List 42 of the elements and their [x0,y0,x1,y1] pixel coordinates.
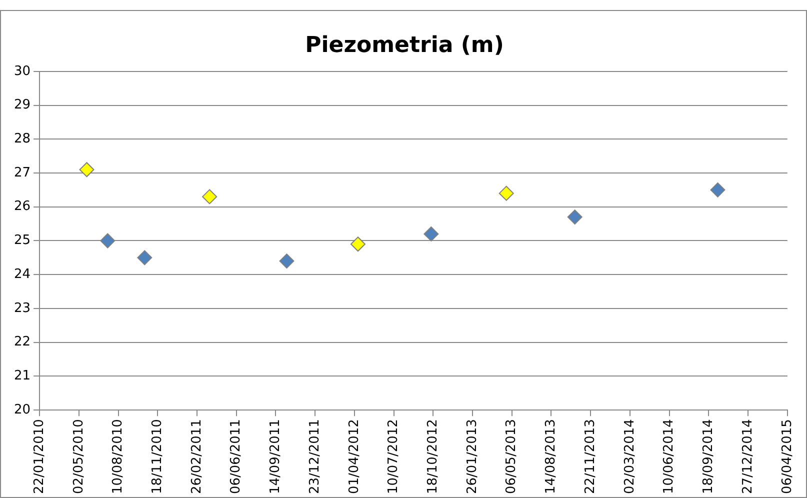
x-tick-label: 10/07/2012 [386,419,402,494]
x-tick-label: 18/11/2010 [150,419,165,494]
y-tick-label: 26 [14,199,31,214]
x-tick-label: 18/10/2012 [426,419,441,494]
x-tick-label: 06/04/2015 [780,419,795,494]
y-tick-label: 24 [14,266,31,282]
y-tick-label: 23 [14,300,31,316]
x-tick-label: 01/04/2012 [346,419,362,494]
y-tick-label: 29 [14,98,31,113]
x-tick-label: 26/01/2013 [464,419,480,494]
x-tick-label: 26/02/2011 [189,419,204,494]
x-tick-label: 06/06/2011 [228,419,244,494]
chart-title: Piezometria (m) [305,32,504,58]
x-tick-label: 18/09/2014 [701,419,716,494]
x-tick-label: 10/06/2014 [662,419,677,494]
point [498,186,514,201]
y-tick-label: 20 [14,402,31,418]
y-tick-label: 30 [14,64,31,79]
y-tick-label: 28 [14,132,31,147]
x-tick-label: 02/03/2014 [622,419,638,494]
x-tick-label: 06/05/2013 [504,419,520,494]
point [79,162,94,178]
point [710,182,726,198]
x-tick-label: 27/12/2014 [740,419,756,494]
y-tick-label: 27 [14,165,31,180]
x-tick-label: 10/08/2010 [110,419,126,494]
x-tick-label: 02/05/2010 [71,419,86,494]
y-tick-label: 21 [14,368,31,384]
point [100,233,116,248]
x-tick-label: 14/08/2013 [544,419,559,494]
x-tick-label: 14/09/2011 [268,419,284,494]
point [567,210,582,225]
y-tick-label: 22 [14,334,31,350]
y-tick-label: 25 [14,233,31,248]
point [350,236,366,252]
point [137,250,152,266]
point [279,254,294,269]
x-tick-label: 23/12/2011 [307,419,322,494]
point [202,189,218,204]
x-tick-label: 22/11/2013 [582,419,598,494]
x-tick-label: 22/01/2010 [32,419,47,494]
point [424,226,439,242]
